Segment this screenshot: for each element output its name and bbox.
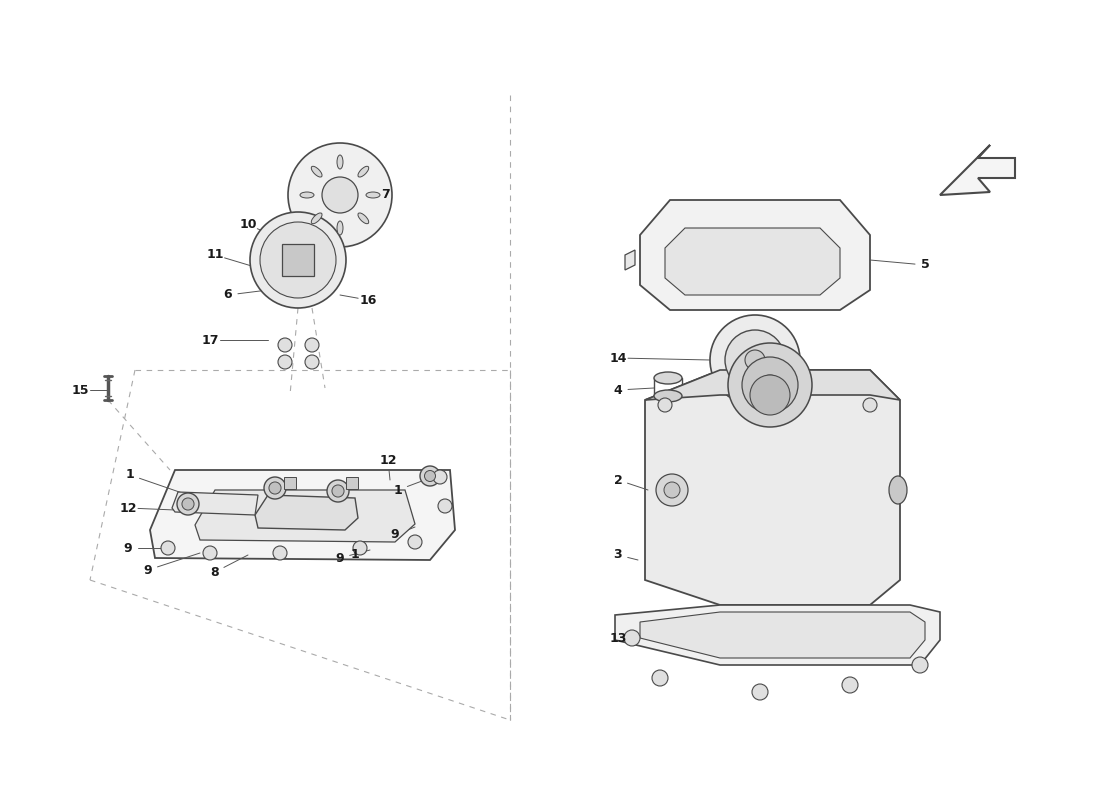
Text: 12: 12: [119, 502, 136, 514]
Ellipse shape: [358, 213, 368, 224]
Text: 3: 3: [614, 549, 623, 562]
Circle shape: [322, 177, 358, 213]
Ellipse shape: [337, 221, 343, 235]
Circle shape: [624, 630, 640, 646]
Text: 17: 17: [201, 334, 219, 346]
Text: 13: 13: [609, 631, 627, 645]
Text: 9: 9: [123, 542, 132, 554]
Bar: [282, 244, 314, 276]
Circle shape: [408, 535, 422, 549]
Bar: [346, 477, 358, 489]
Text: 5: 5: [921, 258, 929, 271]
Circle shape: [750, 375, 790, 415]
Text: 9: 9: [336, 551, 344, 565]
Polygon shape: [255, 495, 358, 530]
Ellipse shape: [300, 192, 313, 198]
Polygon shape: [195, 490, 415, 542]
Ellipse shape: [366, 192, 379, 198]
Text: 6: 6: [223, 289, 232, 302]
Polygon shape: [640, 200, 870, 310]
Circle shape: [842, 677, 858, 693]
Circle shape: [710, 315, 800, 405]
Circle shape: [327, 480, 349, 502]
Circle shape: [420, 466, 440, 486]
Text: 15: 15: [72, 383, 89, 397]
Circle shape: [204, 546, 217, 560]
Ellipse shape: [889, 476, 908, 504]
Circle shape: [728, 343, 812, 427]
Circle shape: [305, 355, 319, 369]
Text: 1: 1: [351, 549, 360, 562]
Polygon shape: [940, 145, 1015, 195]
Text: 4: 4: [614, 383, 623, 397]
Circle shape: [305, 338, 319, 352]
Ellipse shape: [311, 213, 322, 224]
Ellipse shape: [311, 166, 322, 177]
Circle shape: [652, 670, 668, 686]
Circle shape: [912, 657, 928, 673]
Circle shape: [264, 477, 286, 499]
Circle shape: [250, 212, 346, 308]
Circle shape: [433, 470, 447, 484]
Ellipse shape: [358, 166, 368, 177]
Text: 10: 10: [240, 218, 256, 231]
Circle shape: [260, 222, 336, 298]
Circle shape: [658, 398, 672, 412]
Circle shape: [656, 474, 688, 506]
Polygon shape: [640, 612, 925, 658]
Polygon shape: [645, 370, 900, 400]
Circle shape: [752, 684, 768, 700]
Text: 12: 12: [379, 454, 397, 466]
Circle shape: [177, 493, 199, 515]
Ellipse shape: [337, 155, 343, 169]
Text: 14: 14: [609, 351, 627, 365]
Circle shape: [273, 546, 287, 560]
Circle shape: [864, 398, 877, 412]
Text: 1: 1: [394, 483, 403, 497]
Polygon shape: [150, 470, 455, 560]
Circle shape: [438, 499, 452, 513]
Text: 16: 16: [360, 294, 376, 306]
Circle shape: [742, 357, 797, 413]
Text: 9: 9: [144, 563, 152, 577]
Text: 1: 1: [125, 469, 134, 482]
Circle shape: [425, 470, 436, 482]
Circle shape: [353, 541, 367, 555]
Text: 8: 8: [211, 566, 219, 578]
Polygon shape: [615, 605, 940, 665]
Text: 9: 9: [390, 529, 399, 542]
Text: 11: 11: [207, 249, 223, 262]
Polygon shape: [666, 228, 840, 295]
Ellipse shape: [654, 372, 682, 384]
Ellipse shape: [654, 390, 682, 402]
Text: 2: 2: [614, 474, 623, 486]
Polygon shape: [625, 250, 635, 270]
Circle shape: [161, 541, 175, 555]
Bar: [284, 477, 296, 489]
Circle shape: [745, 350, 764, 370]
Circle shape: [760, 375, 780, 395]
Text: 7: 7: [381, 189, 389, 202]
Circle shape: [332, 485, 344, 497]
Polygon shape: [172, 492, 258, 515]
Circle shape: [182, 498, 194, 510]
Circle shape: [278, 355, 292, 369]
Circle shape: [725, 330, 785, 390]
Circle shape: [664, 482, 680, 498]
Circle shape: [268, 482, 282, 494]
Circle shape: [278, 338, 292, 352]
Polygon shape: [645, 370, 900, 605]
Circle shape: [288, 143, 392, 247]
